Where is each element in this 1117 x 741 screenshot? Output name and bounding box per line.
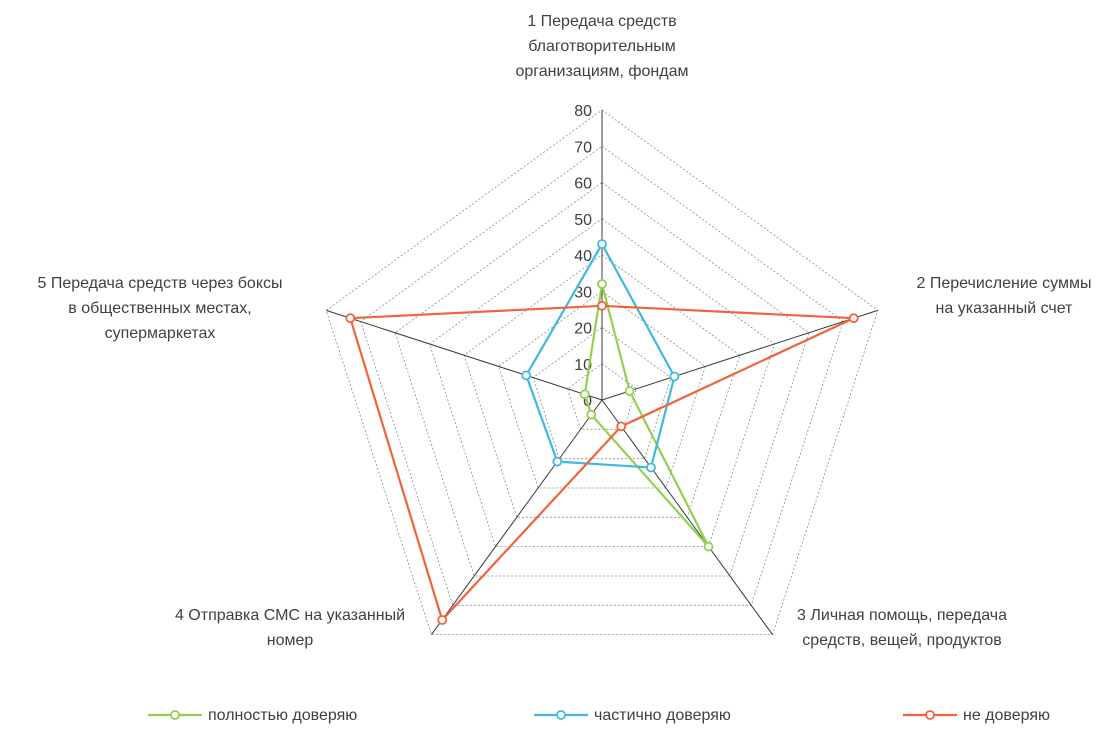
legend-label: полностью доверяю: [208, 707, 357, 724]
data-point: [597, 239, 607, 250]
grid-ring-1: [567, 363, 637, 430]
data-point: [586, 409, 597, 420]
axis-label-1: 1 Передача средств благотворительным орган…: [516, 13, 689, 80]
grid-ring-8: [325, 109, 879, 635]
data-point: [597, 300, 607, 311]
legend: полностью доверяю частично доверяю не дове…: [148, 707, 1050, 724]
axis-label-2: 2 Перечисление суммы на указанный счет: [917, 275, 1092, 317]
tick-label: 20: [574, 321, 592, 338]
legend-marker: [925, 710, 935, 720]
grid-ring-6: [394, 182, 810, 577]
axis-label-3: 3 Личная помощь, передача средств, вещей,…: [797, 607, 1007, 649]
series-line-2: [525, 243, 676, 469]
grid-ring-7: [360, 145, 844, 606]
axis-label-5: 5 Передача средств через боксы в обществе…: [37, 275, 282, 342]
legend-label: частично доверяю: [594, 707, 731, 724]
data-point: [437, 615, 448, 625]
data-point: [616, 421, 627, 432]
data-point: [597, 279, 607, 289]
series-line-3: [349, 304, 855, 622]
legend-label: не доверяю: [963, 707, 1050, 724]
data-point: [521, 370, 532, 381]
axis-spoke-5: [326, 309, 603, 401]
grid-ring-3: [498, 290, 706, 489]
data-point: [646, 462, 656, 473]
axis-spoke-2: [601, 309, 878, 401]
data-point: [624, 386, 635, 396]
tick-label: 80: [574, 103, 592, 120]
data-point: [703, 541, 714, 552]
data-point: [669, 371, 680, 382]
tick-label: 60: [574, 176, 592, 193]
data-point: [579, 389, 590, 400]
data-point: [552, 456, 563, 467]
axis-spoke-4: [431, 399, 603, 635]
legend-item-2: частично доверяю: [534, 707, 731, 724]
grid-ring-5: [429, 218, 775, 547]
tick-label: 70: [574, 139, 592, 156]
series-layer: [345, 239, 859, 625]
axis-layer: [326, 110, 878, 635]
legend-item-3: не доверяю: [903, 707, 1050, 724]
legend-marker: [170, 710, 180, 720]
axis-spoke-3: [601, 399, 773, 635]
grid-layer: [325, 109, 879, 635]
tick-label: 50: [574, 212, 592, 229]
legend-marker: [556, 710, 566, 720]
axis-label-layer: 1 Передача средств благотворительным орган…: [37, 13, 1091, 649]
tick-label: 40: [574, 248, 592, 265]
data-point: [345, 313, 356, 324]
legend-item-1: полностью доверяю: [148, 707, 357, 724]
series-line-1: [583, 282, 710, 548]
tick-label: 30: [574, 284, 592, 301]
data-point: [848, 313, 859, 324]
grid-ring-2: [532, 327, 672, 460]
axis-label-4: 4 Отправка СМС на указанный номер: [175, 607, 405, 649]
